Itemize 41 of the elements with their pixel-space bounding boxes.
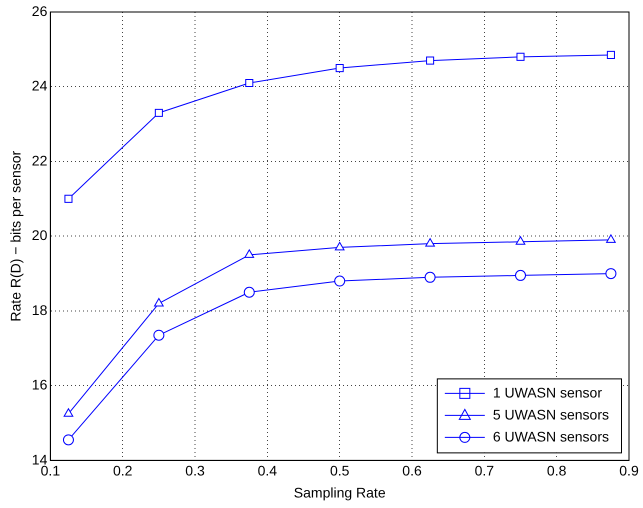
point [62, 434, 74, 446]
point [426, 56, 434, 65]
x-tick-label: 0.1 [40, 462, 60, 479]
point [424, 272, 436, 283]
y-axis-title: Rate R(D) − bits per sensor [7, 150, 24, 322]
point [154, 108, 163, 117]
y-tick-label: 22 [32, 152, 48, 168]
legend-label: 1 UWASN sensor [492, 384, 602, 400]
point [244, 249, 254, 258]
y-tick-label: 26 [32, 2, 48, 19]
point [154, 298, 164, 306]
point [606, 234, 616, 243]
point [336, 64, 344, 72]
point [64, 194, 72, 203]
point [334, 242, 345, 250]
point [606, 50, 615, 60]
point [64, 408, 74, 417]
point [516, 52, 525, 61]
x-tick-label: 0.2 [112, 462, 133, 479]
y-tick-label: 16 [32, 376, 48, 393]
legend-label: 6 UWASN sensors [492, 428, 610, 444]
point [245, 78, 254, 88]
y-tick-label: 20 [32, 227, 48, 244]
x-axis-title: Sampling Rate [294, 484, 386, 500]
legend-label: 5 UWASN sensors [492, 406, 610, 422]
point [153, 330, 164, 341]
x-tick-label: 0.8 [546, 462, 567, 479]
x-tick-label: 0.7 [474, 462, 494, 479]
point [425, 238, 435, 247]
x-tick-label: 0.3 [185, 462, 205, 479]
x-tick-label: 0.6 [402, 462, 422, 479]
y-tick-label: 24 [32, 78, 48, 94]
y-tick-label: 18 [32, 302, 48, 318]
point [515, 270, 526, 281]
x-tick-label: 0.5 [330, 462, 350, 479]
point [605, 268, 616, 280]
point [244, 286, 255, 298]
x-tick-label: 0.9 [619, 462, 639, 479]
point [516, 236, 526, 245]
point [334, 276, 346, 287]
x-tick-label: 0.4 [258, 462, 278, 479]
